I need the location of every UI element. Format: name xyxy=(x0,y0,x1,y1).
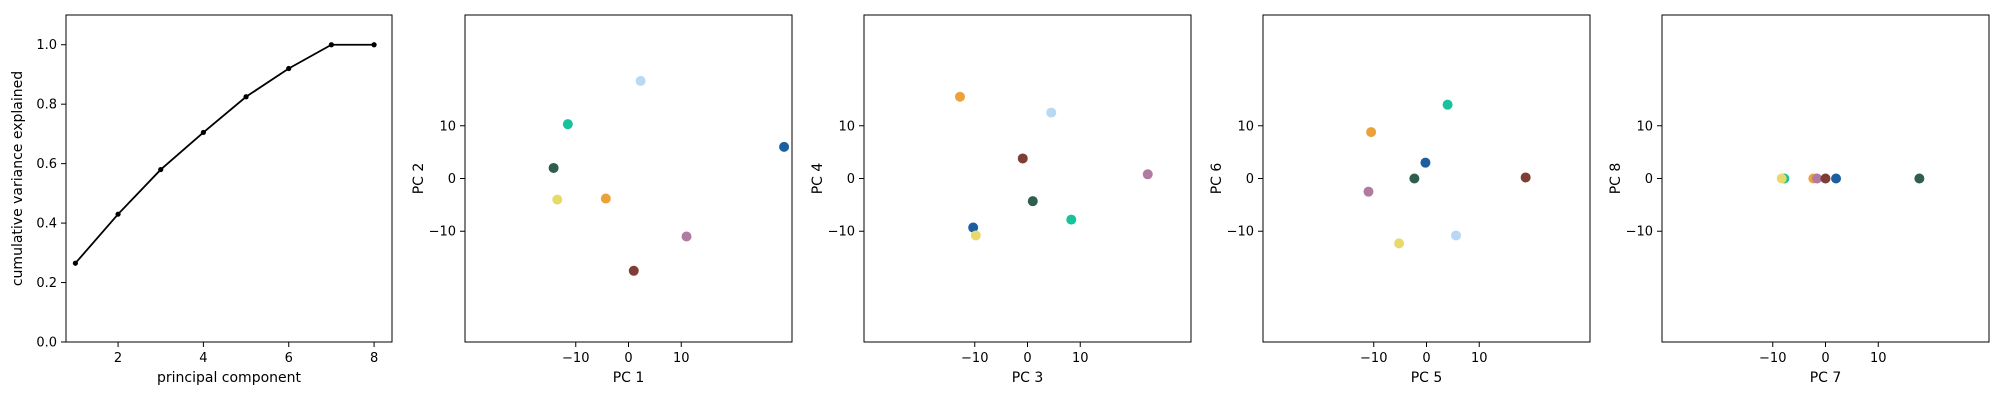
x-tick-label: 10 xyxy=(1870,351,1887,366)
y-tick-label: −10 xyxy=(828,225,855,240)
y-tick-label: 10 xyxy=(838,119,855,134)
scatter-point xyxy=(552,194,563,205)
data-point xyxy=(243,94,249,100)
chart-panel-3: −10 0 10 −10 0 10 PC 3 PC 4 xyxy=(810,14,1192,386)
scatter-point xyxy=(1451,230,1462,241)
scatter-point xyxy=(1027,196,1038,207)
y-tick-label: 1.0 xyxy=(36,38,57,53)
y-tick-label: 10 xyxy=(1636,119,1653,134)
scatter-point xyxy=(628,265,639,276)
data-point xyxy=(115,211,121,217)
x-tick-label: −10 xyxy=(961,351,988,366)
scatter-point xyxy=(1366,127,1377,138)
x-tick-label: −10 xyxy=(562,351,589,366)
x-tick-label: 0 xyxy=(1821,351,1829,366)
scatter-point xyxy=(1914,173,1925,184)
chart-panel-5: −10 0 10 −10 0 10 PC 7 PC 8 xyxy=(1608,14,1990,386)
x-tick-label: 4 xyxy=(199,351,207,366)
scatter-point xyxy=(1820,173,1831,184)
scatter-point xyxy=(635,75,646,86)
scatter-point xyxy=(1420,157,1431,168)
y-tick-label: −10 xyxy=(1227,225,1254,240)
x-axis-label: PC 1 xyxy=(613,370,645,386)
scatter-point xyxy=(779,141,790,152)
scatter-point xyxy=(1394,238,1405,249)
scatter-point xyxy=(548,162,559,173)
x-tick-label: 0 xyxy=(624,351,632,366)
scatter-point xyxy=(1831,173,1842,184)
scatter-point xyxy=(954,91,965,102)
axes-frame xyxy=(65,14,393,343)
data-point xyxy=(72,260,78,266)
x-tick-label: 10 xyxy=(1072,351,1089,366)
chart-panel-2: −10 0 10 −10 0 10 PC 1 PC 2 xyxy=(411,14,793,386)
scatter-point xyxy=(562,119,573,130)
y-tick-label: 0 xyxy=(847,172,855,187)
axes-frame xyxy=(1262,14,1591,343)
y-axis-label: cumulative variance explained xyxy=(10,71,26,286)
x-tick-label: 2 xyxy=(114,351,122,366)
scatter-point xyxy=(968,222,979,233)
y-axis-label: PC 8 xyxy=(1608,163,1624,195)
scatter-point xyxy=(681,231,692,242)
x-tick-label: 10 xyxy=(673,351,690,366)
y-axis-label: PC 2 xyxy=(411,163,427,195)
y-tick-label: 0.2 xyxy=(36,276,57,291)
scatter-point xyxy=(600,193,611,204)
x-axis-label: PC 3 xyxy=(1012,370,1044,386)
y-tick-label: 0.0 xyxy=(36,336,57,351)
data-point xyxy=(200,129,206,136)
x-axis-label: PC 7 xyxy=(1810,370,1842,386)
x-axis-label: principal component xyxy=(157,370,302,386)
x-tick-label: 0 xyxy=(1422,351,1430,366)
y-tick-label: 0.4 xyxy=(36,217,57,232)
data-point xyxy=(328,42,335,48)
data-point xyxy=(286,65,292,72)
x-tick-label: 8 xyxy=(370,351,378,366)
data-point xyxy=(371,42,377,48)
x-tick-label: 0 xyxy=(1023,351,1031,366)
y-tick-label: 0.8 xyxy=(36,98,57,113)
axes-frame xyxy=(863,14,1192,343)
y-tick-label: 0 xyxy=(1246,172,1254,187)
y-axis-label: PC 6 xyxy=(1209,163,1225,195)
scatter-point xyxy=(970,230,981,241)
y-tick-label: −10 xyxy=(429,225,456,240)
y-axis-label: PC 4 xyxy=(810,163,826,195)
scatter-point xyxy=(1046,107,1057,118)
scatter-point xyxy=(1409,173,1420,184)
y-tick-label: 0 xyxy=(448,172,456,187)
data-point xyxy=(158,166,164,173)
scatter-point xyxy=(1017,153,1028,164)
x-tick-label: 10 xyxy=(1471,351,1488,366)
y-tick-label: 0.6 xyxy=(36,157,57,172)
y-tick-label: 10 xyxy=(439,119,456,134)
chart-panel-1: 2 4 6 8 0.0 0.2 0.4 0.6 0.8 1.0 principal componen… xyxy=(10,14,393,386)
series-line-1 xyxy=(74,43,375,264)
x-axis-label: PC 5 xyxy=(1411,370,1443,386)
scatter-point xyxy=(1442,99,1453,110)
y-tick-label: 10 xyxy=(1237,119,1254,134)
scatter-point xyxy=(1142,169,1153,180)
scatter-point xyxy=(1363,186,1374,197)
scatter-point xyxy=(1520,172,1531,183)
scatter-point xyxy=(1812,173,1823,184)
x-tick-label: 6 xyxy=(285,351,293,366)
y-tick-label: 0 xyxy=(1645,172,1653,187)
x-tick-label: −10 xyxy=(1759,351,1786,366)
chart-panel-4: −10 0 10 −10 0 10 PC 5 PC 6 xyxy=(1209,14,1591,386)
axes-frame xyxy=(464,14,793,343)
scatter-point xyxy=(1066,214,1077,225)
x-tick-label: −10 xyxy=(1360,351,1387,366)
scatter-point xyxy=(1776,173,1787,184)
y-tick-label: −10 xyxy=(1626,225,1653,240)
